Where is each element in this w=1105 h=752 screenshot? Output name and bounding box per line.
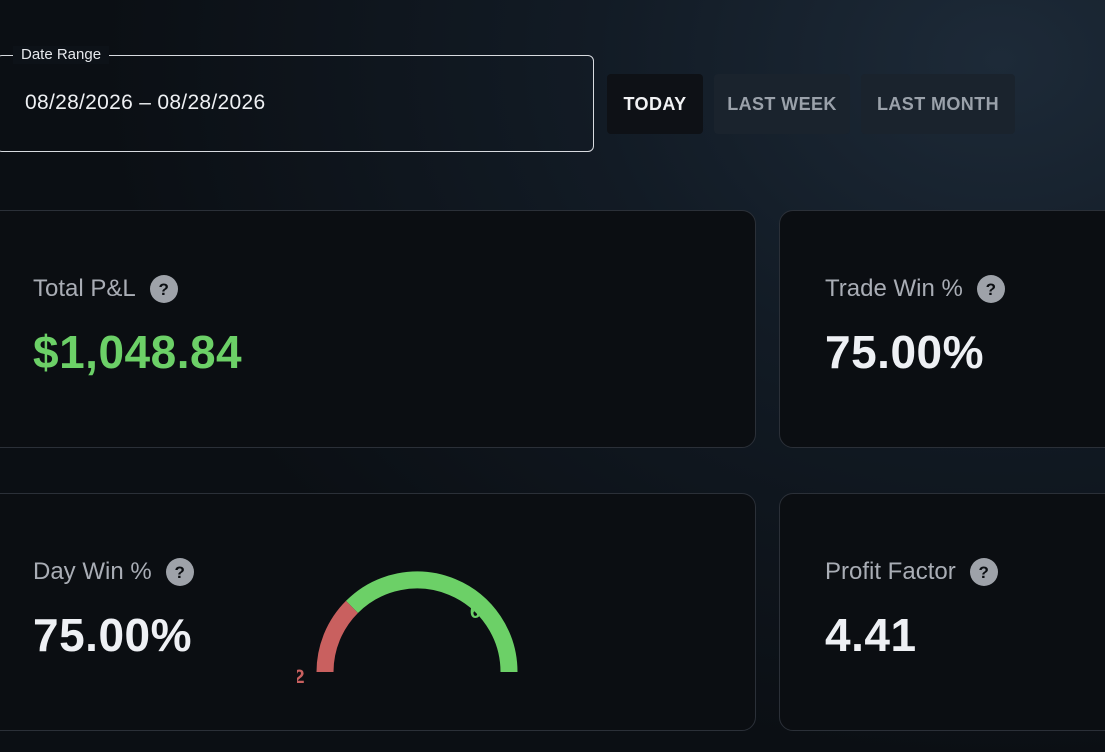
total-pnl-title: Total P&L [33, 275, 136, 302]
last-week-button[interactable]: LAST WEEK [714, 74, 850, 134]
trade-win-title: Trade Win % [825, 275, 963, 302]
day-win-card: Day Win % ? 75.00% 6 2 [0, 493, 756, 731]
date-range-label: Date Range [13, 46, 110, 64]
date-range-field[interactable]: Date Range 08/28/2026 – 08/28/2026 [0, 46, 594, 152]
date-range-value[interactable]: 08/28/2026 – 08/28/2026 [25, 91, 266, 114]
help-icon[interactable]: ? [165, 558, 194, 586]
gauge-win-label: 6 [470, 602, 481, 623]
gauge-loss-arc [316, 600, 359, 673]
total-pnl-value: $1,048.84 [33, 326, 243, 378]
trade-win-value: 75.00% [825, 326, 985, 378]
today-button[interactable]: TODAY [607, 74, 703, 134]
profit-factor-card: Profit Factor ? 4.41 [779, 493, 1105, 731]
profit-factor-value: 4.41 [825, 609, 917, 661]
day-win-title: Day Win % [33, 558, 152, 585]
gauge-win-arc [345, 571, 518, 673]
help-icon[interactable]: ? [969, 558, 998, 586]
day-win-gauge: 6 2 [297, 571, 518, 684]
day-win-value: 75.00% [33, 609, 193, 661]
trade-win-card: Trade Win % ? 75.00% [779, 210, 1105, 448]
profit-factor-title: Profit Factor [825, 558, 956, 585]
help-icon[interactable]: ? [149, 275, 178, 303]
last-month-button[interactable]: LAST MONTH [861, 74, 1015, 134]
gauge-loss-label: 2 [297, 667, 305, 684]
help-icon[interactable]: ? [976, 275, 1005, 303]
total-pnl-card: Total P&L ? $1,048.84 [0, 210, 756, 448]
